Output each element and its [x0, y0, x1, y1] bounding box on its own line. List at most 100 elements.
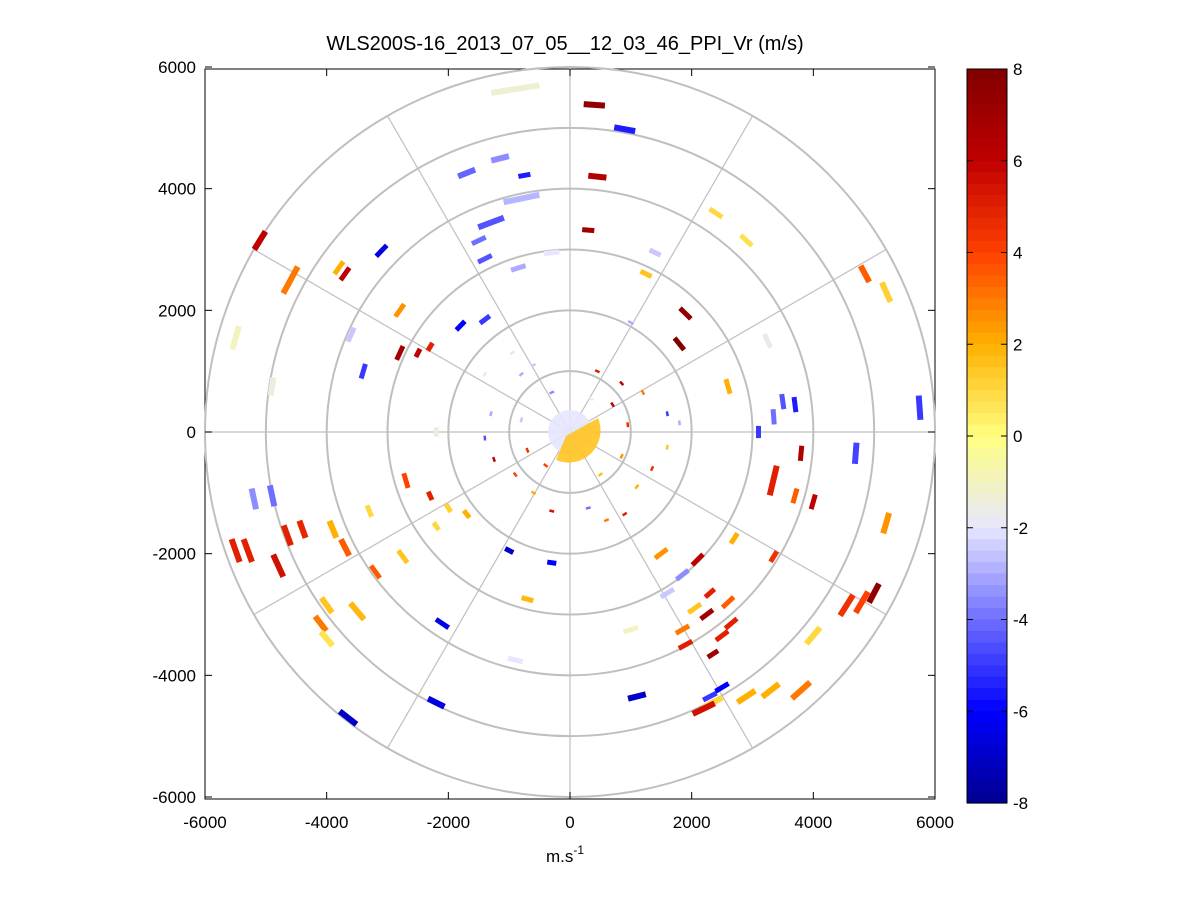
colorbar-segment	[967, 425, 1007, 437]
colorbar-tick-label: 8	[1013, 60, 1022, 79]
data-point	[667, 445, 668, 450]
chart-title: WLS200S-16_2013_07_05__12_03_46_PPI_Vr (…	[326, 33, 803, 55]
x-tick-label: -2000	[427, 813, 470, 832]
colorbar-segment	[967, 149, 1007, 161]
colorbar-tick-label: -6	[1013, 702, 1028, 721]
data-point	[604, 519, 608, 521]
colorbar-segment	[967, 310, 1007, 322]
data-point	[588, 176, 606, 178]
colorbar-segment	[967, 631, 1007, 643]
colorbar-segment	[967, 654, 1007, 666]
colorbar-segment	[967, 230, 1007, 242]
data-point	[794, 397, 796, 412]
colorbar-segment	[967, 241, 1007, 253]
x-tick-label: -6000	[183, 813, 226, 832]
colorbar-segment	[967, 447, 1007, 459]
colorbar-segment	[967, 482, 1007, 494]
colorbar-segment	[967, 734, 1007, 746]
x-tick-label: 0	[565, 813, 574, 832]
colorbar-segment	[967, 172, 1007, 184]
y-tick-label: 6000	[158, 58, 196, 77]
data-point	[586, 507, 591, 508]
colorbar-segment	[967, 620, 1007, 632]
data-point	[855, 443, 857, 464]
colorbar-segment	[967, 207, 1007, 219]
colorbar-segment	[967, 780, 1007, 792]
colorbar-tick-label: 2	[1013, 335, 1022, 354]
colorbar-tick-label: 0	[1013, 427, 1022, 446]
colorbar-segment	[967, 390, 1007, 402]
colorbar-segment	[967, 69, 1007, 81]
colorbar-tick-label: -8	[1013, 794, 1028, 813]
colorbar-segment	[967, 597, 1007, 609]
colorbar-segment	[967, 126, 1007, 138]
colorbar-segment	[967, 539, 1007, 551]
colorbar-segment	[967, 723, 1007, 735]
colorbar-segment	[967, 528, 1007, 540]
colorbar-segment	[967, 551, 1007, 563]
data-point	[428, 492, 432, 500]
data-point	[773, 409, 774, 424]
colorbar-segment	[967, 700, 1007, 712]
colorbar-segment	[967, 264, 1007, 276]
data-point	[508, 658, 523, 662]
data-point	[667, 411, 668, 416]
data-point	[627, 422, 628, 427]
colorbar-segment	[967, 459, 1007, 471]
colorbar-segment	[967, 493, 1007, 505]
colorbar-segment	[967, 608, 1007, 620]
y-tick-label: 2000	[158, 301, 196, 320]
y-tick-label: -4000	[153, 666, 196, 685]
colorbar-segment	[967, 562, 1007, 574]
colorbar-segment	[967, 413, 1007, 425]
colorbar-segment	[967, 138, 1007, 150]
y-tick-label: -6000	[153, 788, 196, 807]
colorbar-tick-label: -2	[1013, 519, 1028, 538]
colorbar-segment	[967, 195, 1007, 207]
colorbar-segment	[967, 80, 1007, 92]
colorbar-tick-label: 6	[1013, 152, 1022, 171]
colorbar-segment	[967, 470, 1007, 482]
y-tick-label: 0	[187, 423, 196, 442]
colorbar-segment	[967, 677, 1007, 689]
colorbar-segment	[967, 115, 1007, 127]
colorbar-segment	[967, 367, 1007, 379]
data-point	[549, 511, 554, 512]
colorbar-segment	[967, 505, 1007, 517]
colorbar-segment	[967, 287, 1007, 299]
data-point	[782, 394, 784, 409]
y-tick-label: 4000	[158, 180, 196, 199]
x-tick-label: 4000	[794, 813, 832, 832]
colorbar-segment	[967, 161, 1007, 173]
data-point	[584, 104, 605, 106]
data-point	[919, 396, 921, 420]
colorbar-tick-label: 4	[1013, 244, 1022, 263]
x-tick-label: 6000	[916, 813, 954, 832]
colorbar-segment	[967, 642, 1007, 654]
data-point	[271, 377, 274, 395]
data-point	[490, 411, 491, 416]
colorbar-segment	[967, 769, 1007, 781]
data-point	[614, 127, 635, 131]
colorbar-segment	[967, 574, 1007, 586]
data-point	[493, 457, 495, 462]
colorbar-segment	[967, 757, 1007, 769]
colorbar-segment	[967, 379, 1007, 391]
data-point	[518, 174, 530, 176]
data-point	[582, 230, 594, 231]
data-point	[522, 598, 534, 601]
data-point	[527, 448, 529, 452]
colorbar-segment	[967, 333, 1007, 345]
colorbar-segment	[967, 402, 1007, 414]
colorbar-segment	[967, 298, 1007, 310]
colorbar-segment	[967, 103, 1007, 115]
colorbar-segment	[967, 184, 1007, 196]
colorbar-segment	[967, 665, 1007, 677]
colorbar-tick-label: -4	[1013, 611, 1028, 630]
colorbar-segment	[967, 253, 1007, 265]
colorbar-segment	[967, 792, 1007, 804]
data-point	[544, 252, 559, 254]
colorbar-segment	[967, 436, 1007, 448]
colorbar-segment	[967, 746, 1007, 758]
